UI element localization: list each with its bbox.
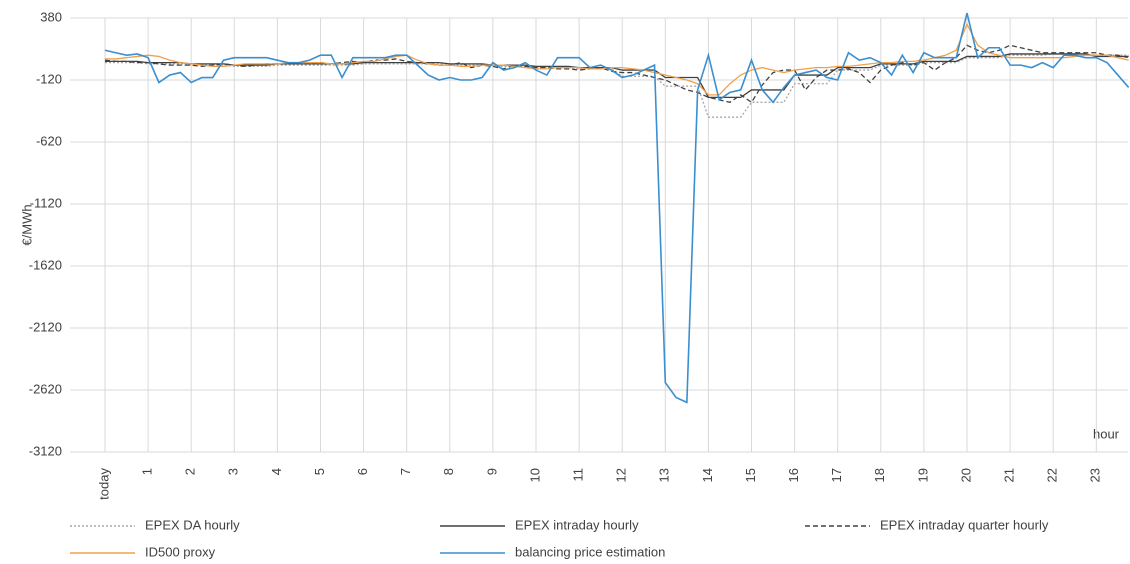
x-axis-label: hour (1093, 426, 1120, 441)
x-tick-label: 2 (183, 468, 198, 475)
x-tick-label: 5 (312, 468, 327, 475)
y-tick-label: -2120 (29, 319, 62, 334)
y-axis-label: €/MWh (19, 204, 34, 245)
x-tick-label: 22 (1045, 468, 1060, 482)
x-tick-label: 19 (915, 468, 930, 482)
series-line (105, 53, 1129, 99)
y-tick-label: -1120 (30, 195, 62, 210)
x-tick-label: 9 (484, 468, 499, 475)
x-tick-label: 21 (1002, 468, 1017, 482)
legend-label: ID500 proxy (145, 544, 216, 559)
x-tick-label: 13 (657, 468, 672, 482)
x-tick-label: 3 (226, 468, 241, 475)
y-tick-label: -3120 (29, 443, 62, 458)
x-tick-label: 14 (700, 468, 715, 482)
series-line (105, 53, 1129, 118)
x-tick-label: 6 (355, 468, 370, 475)
x-tick-label: 18 (872, 468, 887, 482)
y-tick-label: 380 (40, 9, 62, 24)
y-tick-label: -120 (36, 71, 62, 86)
x-tick-label: 15 (743, 468, 758, 482)
y-tick-label: -620 (36, 133, 62, 148)
x-tick-label: 17 (829, 468, 844, 482)
y-tick-label: -1620 (29, 257, 62, 272)
x-tick-label: 7 (398, 468, 413, 475)
y-tick-label: -2620 (29, 381, 62, 396)
x-tick-label: 23 (1088, 468, 1103, 482)
series-line (105, 22, 1129, 96)
x-tick-label: 20 (958, 468, 973, 482)
x-tick-label: 1 (140, 468, 155, 475)
x-tick-label: 4 (269, 468, 284, 475)
x-tick-label: 8 (441, 468, 456, 475)
legend-label: EPEX intraday quarter hourly (880, 517, 1049, 532)
x-tick-label: 10 (527, 468, 542, 482)
x-tick-label: 12 (614, 468, 629, 482)
legend-label: EPEX DA hourly (145, 517, 240, 532)
x-tick-label: 11 (571, 468, 586, 482)
x-tick-label: 16 (786, 468, 801, 482)
legend-label: EPEX intraday hourly (515, 517, 639, 532)
series-line (104, 12, 1130, 404)
legend-label: balancing price estimation (515, 544, 665, 559)
x-tick-label: today (96, 468, 111, 500)
